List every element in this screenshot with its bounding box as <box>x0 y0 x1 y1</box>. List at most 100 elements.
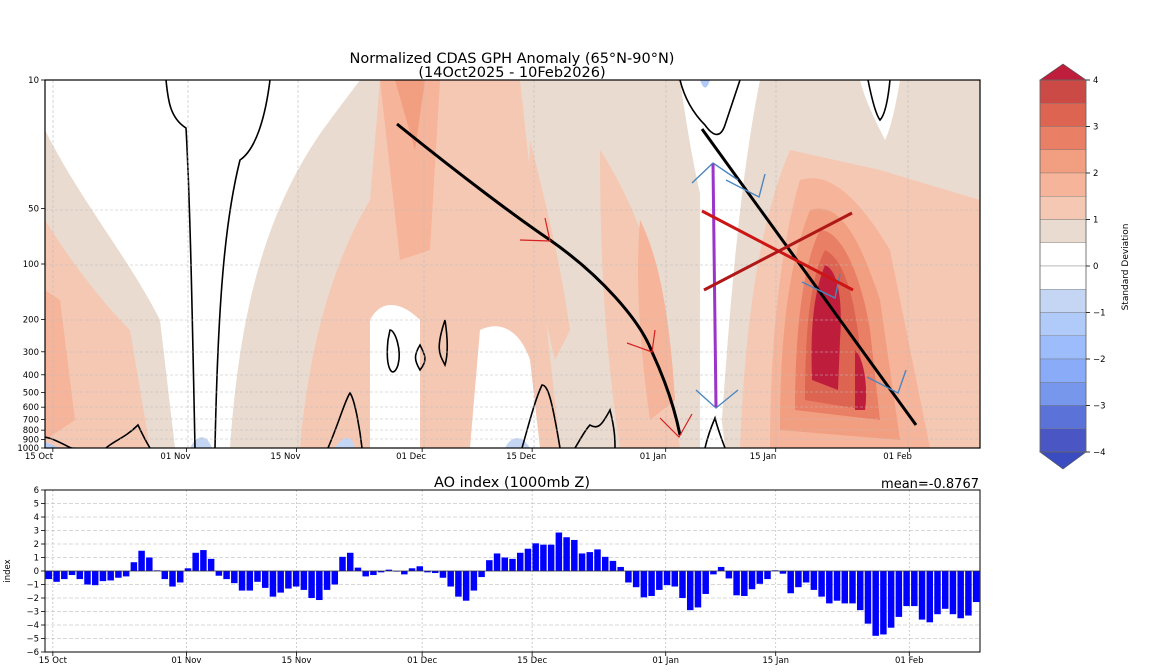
top-y-tick-label: 700 <box>23 415 39 425</box>
ao-bar <box>903 571 910 607</box>
colorbar-tick-label: −4 <box>1093 448 1106 458</box>
downward-propagation-curve <box>396 122 682 436</box>
ao-bar <box>532 543 539 571</box>
top-y-tick-label: 50 <box>28 205 39 215</box>
ao-bar <box>648 571 655 596</box>
colorbar-cell <box>1039 289 1087 313</box>
colorbar-under-triangle <box>1039 451 1087 470</box>
ao-bar <box>748 571 756 590</box>
ao-bar <box>261 571 269 588</box>
ao-bar <box>764 571 771 580</box>
ao-bar <box>323 571 331 590</box>
ao-bar <box>856 571 864 611</box>
ao-bar <box>439 571 447 578</box>
bottom-x-tick-label: 15 Dec <box>517 656 547 666</box>
bottom-y-tick-label: 4 <box>34 513 39 523</box>
ao-bar <box>717 566 725 571</box>
ao-bar <box>61 571 68 580</box>
ao-bar <box>686 571 694 611</box>
top-y-tick-label: 800 <box>23 426 39 436</box>
ao-bar <box>833 571 841 601</box>
ao-bar <box>702 571 709 594</box>
ao-bar <box>107 571 114 581</box>
ao-bar <box>609 560 617 571</box>
colorbar-cell <box>1039 428 1087 453</box>
ao-bar <box>540 544 547 571</box>
ao-bar <box>501 557 509 571</box>
ao-bar <box>509 558 516 571</box>
bottom-x-axis: 15 Oct 01 Nov 15 Nov 01 Dec 15 Dec 01 Jan 15 J… <box>39 652 924 666</box>
ao-bar <box>802 571 810 583</box>
bottom-x-tick-label: 01 Dec <box>407 656 437 666</box>
top-x-tick-label: 01 Jan <box>640 452 667 462</box>
top-x-tick-label: 01 Feb <box>883 452 912 462</box>
bottom-y-tick-label: 6 <box>34 486 39 496</box>
ao-bar <box>710 571 717 575</box>
bottom-x-tick-label: 01 Jan <box>652 656 679 666</box>
gph-title-line1: Normalized CDAS GPH Anomaly (65°N-90°N) <box>350 51 675 67</box>
ao-bar <box>849 571 856 604</box>
colorbar-cell <box>1039 358 1087 383</box>
annotations <box>396 122 918 438</box>
ao-ylabel: index <box>3 559 13 582</box>
bottom-x-tick-label: 01 Feb <box>895 656 924 666</box>
colorbar-tick-label: 4 <box>1093 76 1098 86</box>
ao-bar <box>339 556 346 571</box>
ao-bar <box>478 571 485 578</box>
ao-bar <box>316 571 323 601</box>
bottom-y-tick-label: −4 <box>26 621 39 631</box>
ao-bar <box>455 571 462 597</box>
ao-title: AO index (1000mb Z) <box>434 475 590 491</box>
top-x-tick-label: 01 Dec <box>396 452 426 462</box>
top-gridlines <box>45 80 980 448</box>
ao-bar <box>934 571 941 615</box>
ao-bar <box>138 550 145 571</box>
ao-bar <box>779 571 787 574</box>
ao-bar <box>91 571 99 586</box>
bottom-y-tick-label: 3 <box>34 527 39 537</box>
ao-bar <box>663 571 671 586</box>
ao-bar <box>911 571 918 607</box>
ao-bar <box>671 571 679 587</box>
top-y-tick-label: 300 <box>23 348 39 358</box>
ao-bar <box>795 571 802 588</box>
colorbar-cell <box>1039 265 1087 290</box>
colorbar-tick-label: −2 <box>1093 355 1106 365</box>
ao-bar <box>895 571 903 617</box>
top-x-tick-label: 15 Jan <box>750 452 777 462</box>
colorbar-cell <box>1039 335 1087 360</box>
ao-bar <box>555 532 563 571</box>
colorbar-tick-label: 2 <box>1093 169 1098 179</box>
ao-bar <box>385 569 393 571</box>
ao-bar <box>841 571 849 604</box>
ao-bar <box>524 548 532 571</box>
colorbar: 4 3 2 1 0 −1 −2 −3 −4 Standard Deviation <box>1039 63 1131 470</box>
ao-bar <box>617 566 624 571</box>
top-y-tick-label: 10 <box>28 76 39 86</box>
ao-bar <box>308 571 315 598</box>
ao-bar <box>462 571 470 601</box>
ao-bar <box>285 571 292 589</box>
colorbar-tick-label: 0 <box>1093 262 1098 272</box>
ao-bar <box>516 552 524 571</box>
gph-title-line2: (14Oct2025 - 10Feb2026) <box>418 65 605 81</box>
ao-bar <box>176 571 184 583</box>
colorbar-cell <box>1039 196 1087 220</box>
ao-index-chart: 6 5 4 3 2 1 0 −1 −2 −3 −4 −5 −6 15 Oct 01 Nov 15 Nov 01… <box>3 475 981 666</box>
ao-bar <box>354 567 362 571</box>
ao-bar <box>277 571 284 593</box>
ao-bar <box>122 571 130 577</box>
ao-bar <box>300 571 308 590</box>
top-x-tick-label: 15 Nov <box>270 452 300 462</box>
ao-bar <box>169 571 176 587</box>
ao-bar <box>99 571 107 582</box>
ao-bar <box>625 571 632 583</box>
ao-bar <box>254 571 261 582</box>
ao-bar <box>601 556 609 571</box>
ao-bar <box>362 571 369 577</box>
ao-bar <box>756 571 764 584</box>
colorbar-tick-label: 3 <box>1093 123 1098 133</box>
bottom-y-tick-label: −2 <box>26 594 39 604</box>
